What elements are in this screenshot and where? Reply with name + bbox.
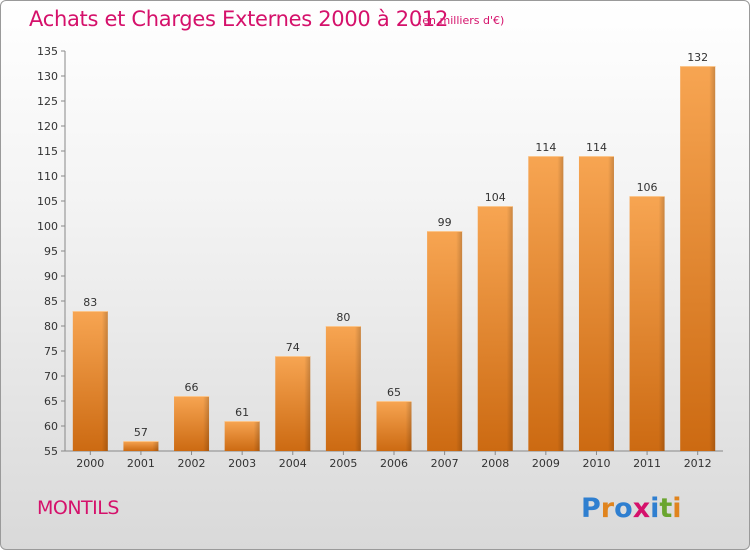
y-tick-label: 65 (44, 395, 58, 408)
bar: 61 (224, 406, 260, 451)
bar-shade (405, 401, 412, 451)
bar-value-label: 80 (336, 311, 350, 324)
bar-value-label: 114 (535, 141, 556, 154)
y-tick-label: 105 (37, 195, 58, 208)
bar-rect (123, 441, 159, 451)
x-tick-label: 2006 (380, 457, 408, 470)
bar: 80 (325, 311, 361, 451)
chart-subtitle: (en milliers d'€) (418, 14, 505, 27)
y-tick-label: 110 (37, 170, 58, 183)
x-tick-label: 2008 (481, 457, 509, 470)
bar-value-label: 61 (235, 406, 249, 419)
y-tick-label: 115 (37, 145, 58, 158)
x-tick-label: 2001 (127, 457, 155, 470)
x-axis: 2000 2001 2002 2003 2004 2005 2006 2007 2008 2009… (76, 451, 712, 470)
y-tick-label: 85 (44, 295, 58, 308)
bar: 114 (528, 141, 564, 451)
bar-value-label: 106 (637, 181, 658, 194)
chart-title: Achats et Charges Externes 2000 à 2012 (29, 7, 449, 31)
bar: 132 (680, 51, 716, 451)
y-tick-label: 55 (44, 445, 58, 458)
bar-shade (709, 66, 716, 451)
bars: 83 57 66 61 74 80 65 99 104 114 114 106 132 (72, 51, 716, 451)
y-tick-label: 135 (37, 45, 58, 58)
y-tick-label: 125 (37, 95, 58, 108)
bar-shade (253, 421, 260, 451)
bar: 57 (123, 426, 159, 451)
y-axis: 55 60 65 70 75 80 85 90 95 100 105 110 115 120 125 130 1… (37, 45, 723, 458)
y-tick-label: 70 (44, 370, 58, 383)
y-tick-label: 90 (44, 270, 58, 283)
bar-value-label: 83 (83, 296, 97, 309)
x-tick-label: 2004 (279, 457, 307, 470)
bar: 83 (72, 296, 108, 451)
y-tick-label: 75 (44, 345, 58, 358)
x-tick-label: 2010 (582, 457, 610, 470)
bar-shade (557, 156, 564, 451)
bar-shade (304, 356, 311, 451)
bar-value-label: 57 (134, 426, 148, 439)
bar-shade (354, 326, 361, 451)
bar: 106 (629, 181, 665, 451)
bar: 74 (275, 341, 311, 451)
x-tick-label: 2000 (76, 457, 104, 470)
city-name: MONTILS (37, 497, 119, 519)
bar: 99 (427, 216, 463, 451)
bar-shade (152, 441, 159, 451)
bar-value-label: 99 (438, 216, 452, 229)
x-tick-label: 2002 (178, 457, 206, 470)
bar-value-label: 66 (185, 381, 199, 394)
x-tick-label: 2009 (532, 457, 560, 470)
x-tick-label: 2011 (633, 457, 661, 470)
bar: 114 (578, 141, 614, 451)
x-tick-label: 2012 (684, 457, 712, 470)
y-tick-label: 130 (37, 70, 58, 83)
bar: 66 (174, 381, 210, 451)
bar-value-label: 65 (387, 386, 401, 399)
bar-value-label: 114 (586, 141, 607, 154)
proxiti-logo: Proxiti (581, 493, 682, 523)
bar-value-label: 132 (687, 51, 708, 64)
y-tick-label: 60 (44, 420, 58, 433)
bar-shade (607, 156, 614, 451)
x-tick-label: 2007 (431, 457, 459, 470)
bar-value-label: 74 (286, 341, 300, 354)
bar-shade (101, 311, 108, 451)
bar-value-label: 104 (485, 191, 506, 204)
bar: 65 (376, 386, 412, 451)
bar-shade (203, 396, 210, 451)
svg-text:Proxiti: Proxiti (581, 493, 682, 523)
bar-shade (658, 196, 665, 451)
bar-shade (506, 206, 513, 451)
bar-shade (456, 231, 463, 451)
y-tick-label: 100 (37, 220, 58, 233)
x-tick-label: 2003 (228, 457, 256, 470)
x-tick-label: 2005 (329, 457, 357, 470)
y-tick-label: 120 (37, 120, 58, 133)
y-tick-label: 80 (44, 320, 58, 333)
y-tick-label: 95 (44, 245, 58, 258)
bar: 104 (477, 191, 513, 451)
